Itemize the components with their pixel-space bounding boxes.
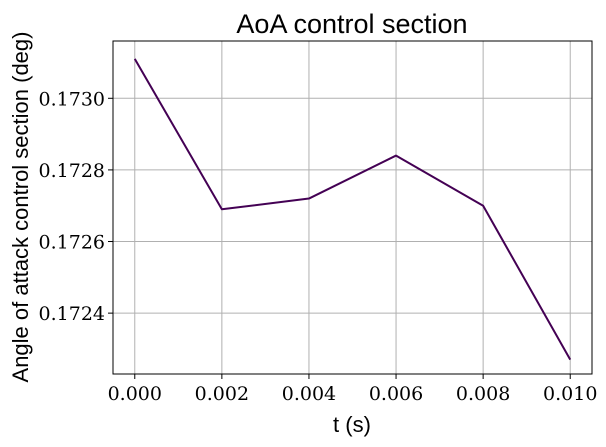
y-tick-label: 0.1728 — [39, 160, 105, 182]
chart-title: AoA control section — [236, 9, 467, 39]
x-tick-label: 0.006 — [369, 383, 423, 405]
series-line — [133, 58, 572, 361]
x-tick-label: 0.002 — [195, 383, 249, 405]
x-tick-label: 0.004 — [282, 383, 336, 405]
plot-frame — [112, 40, 593, 375]
x-axis: 0.000 0.002 0.004 0.006 0.008 0.010 — [108, 374, 597, 405]
y-axis: 0.1724 0.1726 0.1728 0.1730 — [39, 88, 113, 325]
y-tick-label: 0.1724 — [39, 303, 105, 325]
series-layer — [133, 58, 572, 361]
x-axis-label: t (s) — [333, 412, 371, 437]
grid — [113, 41, 592, 374]
y-tick-label: 0.1726 — [39, 232, 105, 254]
x-tick-label: 0.000 — [108, 383, 162, 405]
y-tick-label: 0.1730 — [39, 88, 105, 110]
y-axis-label: Angle of attack control section (deg) — [8, 32, 33, 383]
x-tick-label: 0.010 — [543, 383, 597, 405]
x-tick-label: 0.008 — [456, 383, 510, 405]
